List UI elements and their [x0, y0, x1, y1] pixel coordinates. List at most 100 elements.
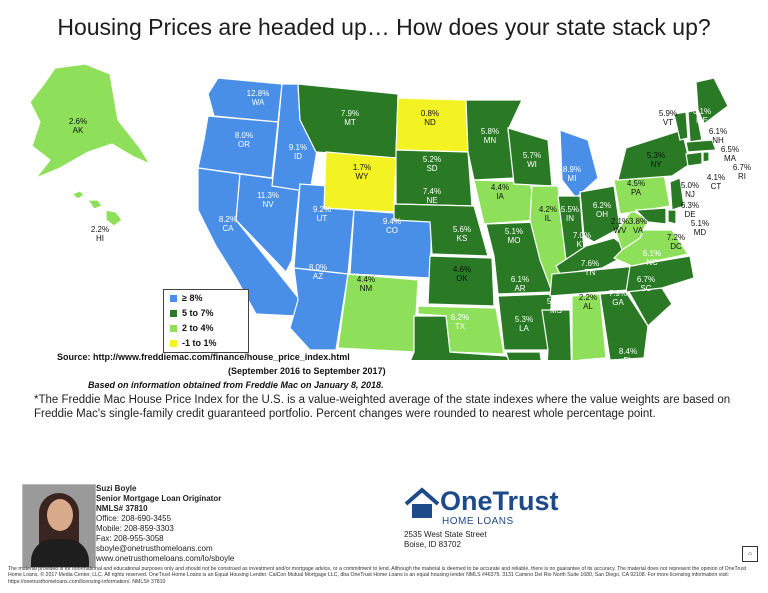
company-address: 2535 West State Street Boise, ID 83702	[404, 530, 487, 549]
state-pct: 2.1%	[611, 217, 629, 226]
label-SC: 6.7% SC	[637, 275, 655, 293]
label-CO: 9.4% CO	[383, 217, 401, 235]
page-title: Housing Prices are headed up… How does y…	[57, 14, 711, 40]
state-abbr: RI	[738, 172, 746, 181]
state-NC	[625, 255, 695, 293]
label-MA: 6.5% MA	[721, 145, 739, 163]
label-CA: 8.2% CA	[219, 215, 237, 233]
state-CT	[685, 151, 703, 167]
fine-print: The material provided is for information…	[8, 566, 747, 585]
agent-role: Senior Mortgage Loan Originator	[96, 494, 222, 503]
label-TX: 6.2% TX	[451, 313, 469, 331]
state-HI	[70, 190, 123, 227]
legend-item: ≥ 8%	[170, 291, 248, 305]
state-pct: 5.3%	[647, 151, 665, 160]
label-ME: 6.1% ME	[693, 107, 711, 125]
state-pct: 5.7%	[523, 151, 541, 160]
state-abbr: NE	[426, 196, 437, 205]
agent-name: Suzi Boyle	[96, 484, 137, 493]
label-WV: 2.1% WV	[611, 217, 629, 235]
state-abbr: OH	[596, 210, 608, 219]
state-pct: 6.7%	[637, 275, 655, 284]
state-abbr: KS	[457, 234, 468, 243]
legend-swatch	[170, 294, 177, 302]
label-WY: 1.7% WY	[353, 163, 371, 181]
state-abbr: ND	[424, 118, 436, 127]
state-pct: 8.4%	[619, 347, 637, 356]
state-pct: 5.1%	[691, 219, 709, 228]
state-pct: 1.7%	[353, 163, 371, 172]
company-name: OneTrust	[440, 486, 559, 516]
label-VT: 5.9% VT	[659, 109, 677, 127]
state-NE	[393, 203, 489, 257]
agent-info: Suzi Boyle Senior Mortgage Loan Originat…	[96, 484, 234, 564]
legend-item: 5 to 7%	[170, 306, 248, 320]
state-abbr: AL	[583, 302, 593, 311]
legend-swatch	[170, 339, 177, 347]
state-OH	[579, 185, 621, 243]
state-abbr: HI	[96, 234, 104, 243]
agent-email[interactable]: sboyle@onetrusthomeloans.com	[96, 544, 213, 553]
label-AK: 2.6% AK	[69, 117, 87, 135]
legend-item: -1 to 1%	[170, 336, 248, 350]
state-pct: 5.6%	[547, 297, 565, 306]
map-legend: ≥ 8% 5 to 7% 2 to 4% -1 to 1%	[163, 289, 249, 353]
state-LA	[505, 351, 542, 360]
state-pct: 8.2%	[219, 215, 237, 224]
label-UT: 9.2% UT	[313, 205, 331, 223]
state-NM	[337, 273, 419, 353]
state-abbr: KY	[577, 240, 588, 249]
equal-housing-icon: ⌂	[742, 546, 758, 562]
state-abbr: IA	[496, 192, 504, 201]
label-SD: 5.2% SD	[423, 155, 441, 173]
state-abbr: AR	[514, 284, 525, 293]
state-NY	[617, 129, 691, 181]
agent-web[interactable]: www.onetrusthomeloans.com/lo/sboyle	[96, 554, 235, 563]
state-WV	[615, 209, 649, 251]
label-HI: 2.2% HI	[91, 225, 109, 243]
state-abbr: NH	[712, 136, 724, 145]
company-sub: HOME LOANS	[442, 516, 514, 527]
state-pct: 7.4%	[423, 187, 441, 196]
state-pct: 6.3%	[681, 201, 699, 210]
agent-mobile: Mobile: 208-859-3303	[96, 524, 174, 533]
state-pct: 9.1%	[289, 143, 307, 152]
state-pct: 11.3%	[257, 191, 279, 200]
state-RI	[702, 151, 710, 163]
state-pct: 4.5%	[627, 179, 645, 188]
state-abbr: GA	[612, 298, 624, 307]
state-pct: 6.7%	[733, 163, 751, 172]
state-pct: 2.2%	[579, 293, 597, 302]
state-abbr: MT	[344, 118, 356, 127]
state-MD	[634, 207, 667, 225]
state-abbr: CA	[222, 224, 234, 233]
source-range: (September 2016 to September 2017)	[228, 366, 386, 376]
state-pct: 4.4%	[357, 275, 375, 284]
label-DC: 7.2% DC	[667, 233, 685, 251]
state-abbr: MA	[724, 154, 737, 163]
state-TX	[410, 315, 513, 360]
state-abbr: NJ	[685, 190, 695, 199]
state-abbr: TN	[585, 268, 596, 277]
label-WA: 12.8% WA	[247, 89, 270, 107]
state-WY	[323, 151, 397, 213]
label-FL: 8.4%FL	[619, 347, 637, 360]
state-pct: 6.1%	[693, 107, 711, 116]
state-abbr: DE	[684, 210, 695, 219]
state-pct: 5.3%	[515, 315, 533, 324]
state-abbr: MO	[508, 236, 521, 245]
state-abbr: WY	[356, 172, 370, 181]
state-WA	[207, 77, 283, 123]
state-abbr: IN	[566, 214, 574, 223]
label-OK: 4.6% OK	[453, 265, 471, 283]
label-NM: 4.4% NM	[357, 275, 375, 293]
state-abbr: PA	[631, 188, 642, 197]
state-MS	[541, 309, 572, 360]
state-pct: 8.9%	[563, 165, 581, 174]
label-MT: 7.9% MT	[341, 109, 359, 127]
state-abbr: SC	[640, 284, 651, 293]
state-abbr: FL	[623, 356, 633, 360]
label-NE: 7.4% NE	[423, 187, 441, 205]
label-AZ: 8.0% AZ	[309, 263, 327, 281]
state-pct: 2.2%	[91, 225, 109, 234]
